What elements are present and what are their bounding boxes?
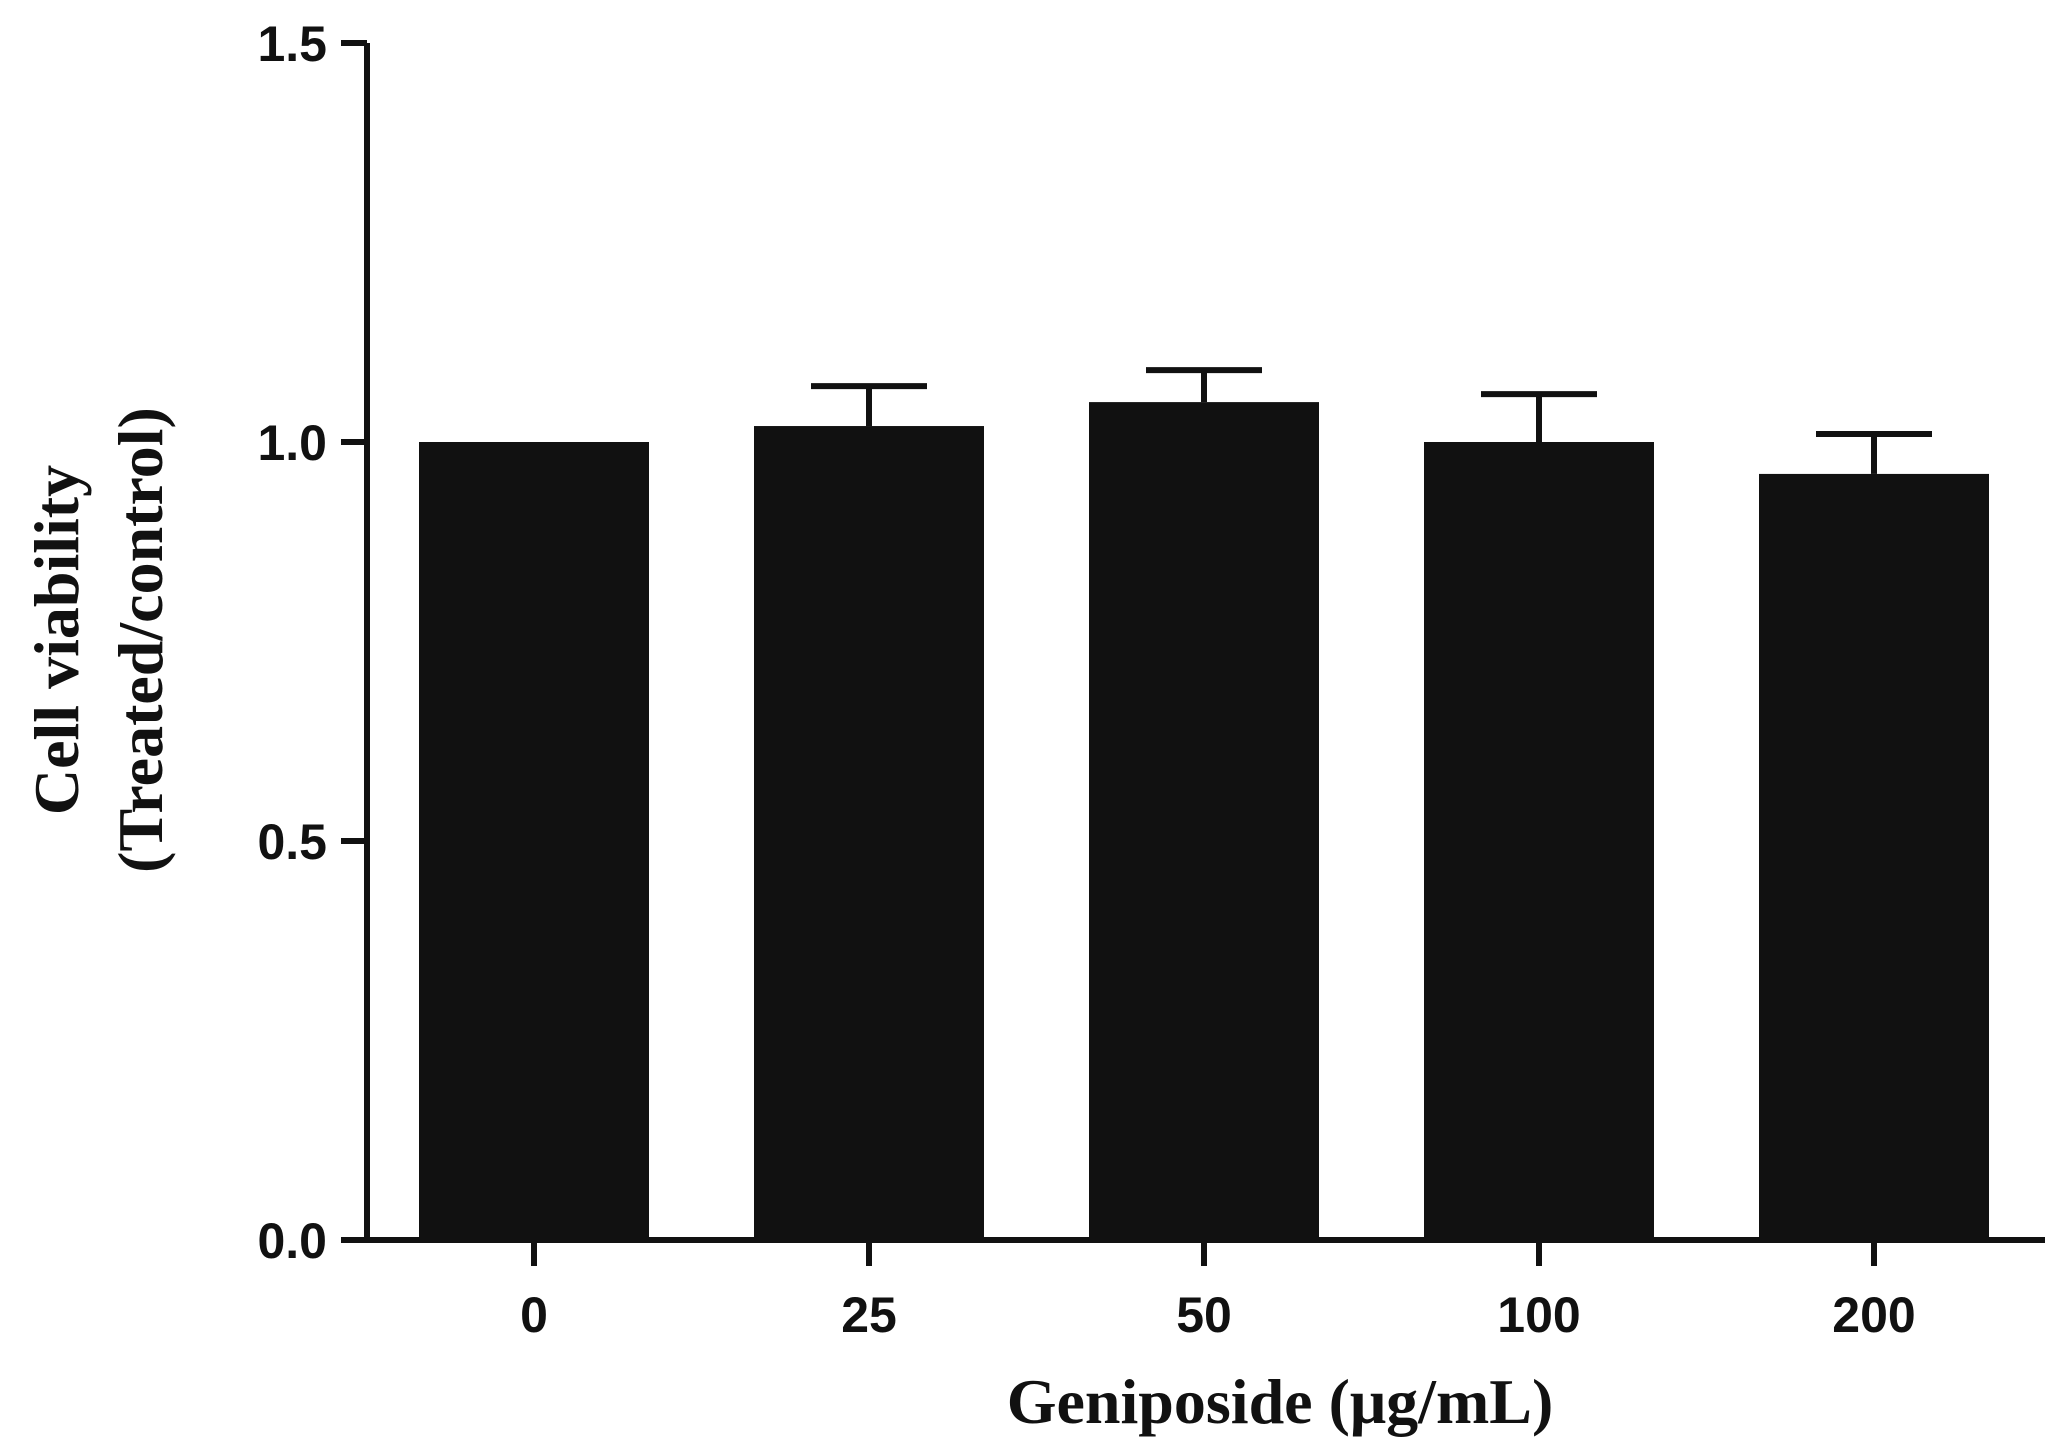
bar-200 [1759,473,1989,1240]
x-axis-title: Geniposide (μg/mL) [1007,1366,1554,1437]
bar-25 [754,426,984,1240]
y-ticks-layer: 0.0 0.5 1.0 1.5 [257,16,367,1269]
x-tick-label-100: 100 [1497,1287,1580,1343]
bar-100 [1424,442,1654,1240]
y-tick-label-1.5: 1.5 [257,16,327,72]
x-tick-label-25: 25 [841,1287,897,1343]
x-tick-label-0: 0 [520,1287,548,1343]
x-tick-label-200: 200 [1832,1287,1915,1343]
y-axis-title-line-2: (Treated/control) [105,407,176,873]
y-tick-label-0.5: 0.5 [257,814,327,870]
x-ticks-layer: 0 25 50 100 200 [520,1240,1916,1343]
y-axis-title: Cell viability (Treated/control) [21,407,176,873]
error-bars-layer [811,367,1932,474]
y-tick-label-1.0: 1.0 [257,415,327,471]
bar-50 [1089,402,1319,1241]
y-tick-label-0.0: 0.0 [257,1213,327,1269]
y-axis-title-line-1: Cell viability [21,465,92,815]
bars-layer [419,402,1989,1241]
bar-0 [419,442,649,1240]
x-tick-label-50: 50 [1176,1287,1232,1343]
